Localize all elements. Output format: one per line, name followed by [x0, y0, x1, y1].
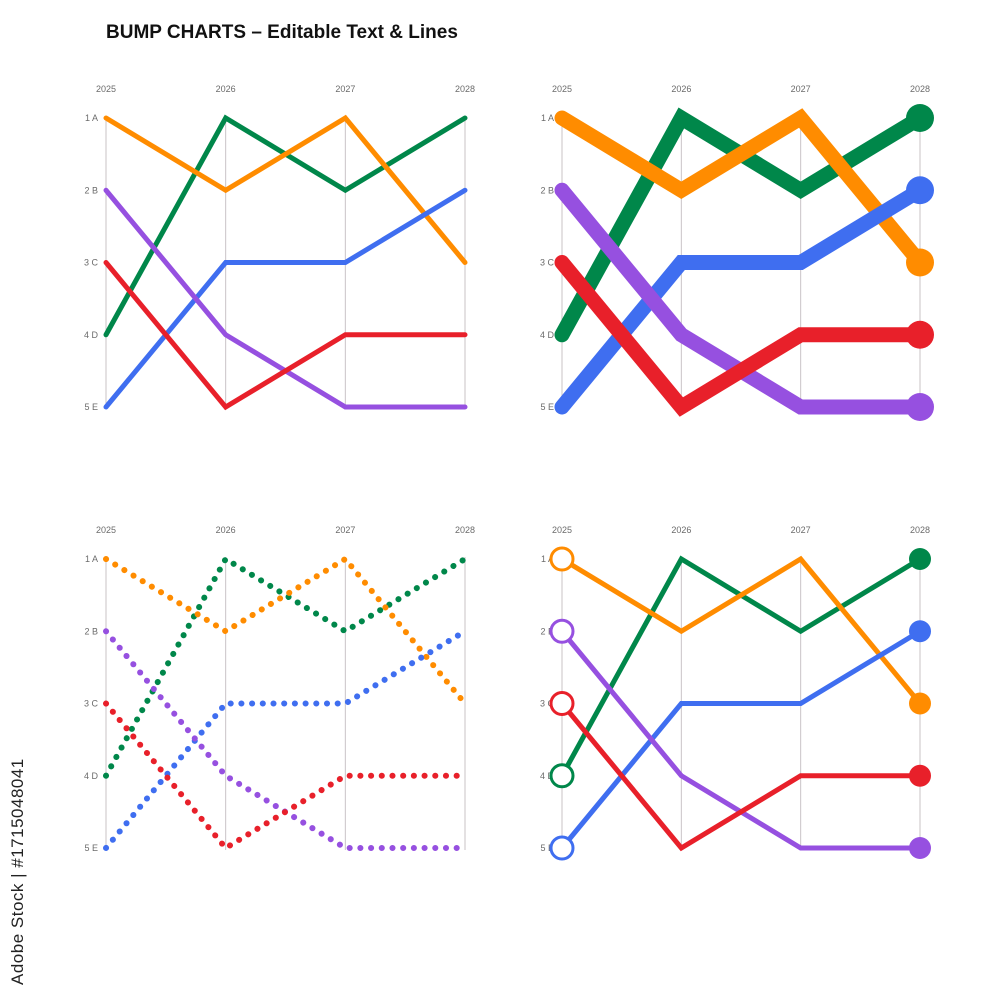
y-tick-label: 4 D	[540, 330, 555, 340]
y-tick-label: 4 D	[540, 771, 555, 781]
series-end-marker	[906, 176, 934, 205]
series-line-5	[103, 260, 468, 411]
series-start-marker	[549, 618, 575, 644]
y-tick-label: 2 B	[84, 185, 98, 195]
series-end-marker	[909, 764, 931, 787]
series-start-marker	[549, 691, 575, 716]
x-tick-label: 2028	[455, 525, 475, 535]
series-end-marker	[906, 320, 934, 349]
series-line-2	[559, 555, 923, 706]
series-line-5	[103, 700, 468, 851]
series-line-2	[554, 108, 928, 270]
x-tick-label: 2028	[910, 84, 930, 94]
bump-chart-2: 2025 2026 2027 2028 1 A 2 B 3 C 4 D 5 E	[540, 84, 934, 421]
y-tick-label: 2 B	[84, 626, 98, 636]
y-tick-label: 3 C	[540, 699, 555, 709]
series-line-1	[103, 556, 468, 779]
y-tick-label: 3 C	[84, 258, 99, 268]
x-tick-label: 2026	[216, 84, 236, 94]
bump-chart-1: 2025 2026 2027 2028 1 A 2 B 3 C 4 D 5 E	[84, 84, 475, 412]
series-line-3	[103, 628, 468, 851]
x-tick-label: 2028	[910, 525, 930, 535]
x-tick-label: 2025	[96, 84, 116, 94]
series-line-2	[103, 556, 468, 707]
y-tick-label: 5 E	[84, 843, 98, 853]
x-tick-label: 2028	[455, 84, 475, 94]
y-tick-label: 5 E	[540, 843, 554, 853]
x-tick-label: 2025	[96, 525, 116, 535]
series-line-5	[554, 255, 928, 417]
y-tick-label: 5 E	[84, 402, 98, 412]
series-end-marker	[909, 692, 931, 715]
y-tick-label: 3 C	[540, 258, 555, 268]
x-tick-label: 2026	[671, 525, 691, 535]
y-tick-label: 4 D	[84, 771, 99, 781]
series-line-3	[559, 628, 923, 851]
bump-chart-3: 2025 2026 2027 2028 1 A 2 B 3 C 4 D 5 E	[84, 525, 475, 853]
y-tick-label: 2 B	[540, 185, 554, 195]
series-line-3	[103, 187, 468, 410]
y-tick-label: 3 C	[84, 699, 99, 709]
series-end-marker	[906, 104, 934, 132]
x-tick-label: 2025	[552, 84, 572, 94]
x-tick-label: 2027	[335, 525, 355, 535]
series-end-marker	[906, 248, 934, 277]
x-tick-label: 2025	[552, 525, 572, 535]
series-end-marker	[906, 393, 934, 421]
y-tick-label: 1 A	[85, 554, 98, 564]
x-tick-label: 2027	[791, 84, 811, 94]
y-tick-label: 2 B	[540, 626, 554, 636]
page-title: BUMP CHARTS – Editable Text & Lines	[106, 22, 458, 43]
x-tick-label: 2026	[216, 525, 236, 535]
series-end-marker	[909, 620, 931, 643]
series-end-marker	[909, 837, 931, 859]
y-tick-label: 4 D	[84, 330, 99, 340]
series-start-marker	[549, 546, 575, 572]
x-tick-label: 2027	[791, 525, 811, 535]
y-tick-label: 1 A	[541, 113, 554, 123]
y-tick-label: 1 A	[541, 554, 554, 564]
series-start-marker	[549, 763, 575, 789]
y-tick-label: 1 A	[85, 113, 98, 123]
series-line-2	[103, 114, 468, 265]
y-tick-label: 5 E	[540, 402, 554, 412]
bump-chart-4: 2025 2026 2027 2028 1 A 2 B 3 C 4 D 5 E	[540, 525, 931, 861]
x-tick-label: 2027	[335, 84, 355, 94]
x-tick-label: 2026	[671, 84, 691, 94]
series-end-marker	[909, 548, 931, 570]
series-line-5	[559, 701, 923, 852]
series-start-marker	[549, 835, 575, 861]
